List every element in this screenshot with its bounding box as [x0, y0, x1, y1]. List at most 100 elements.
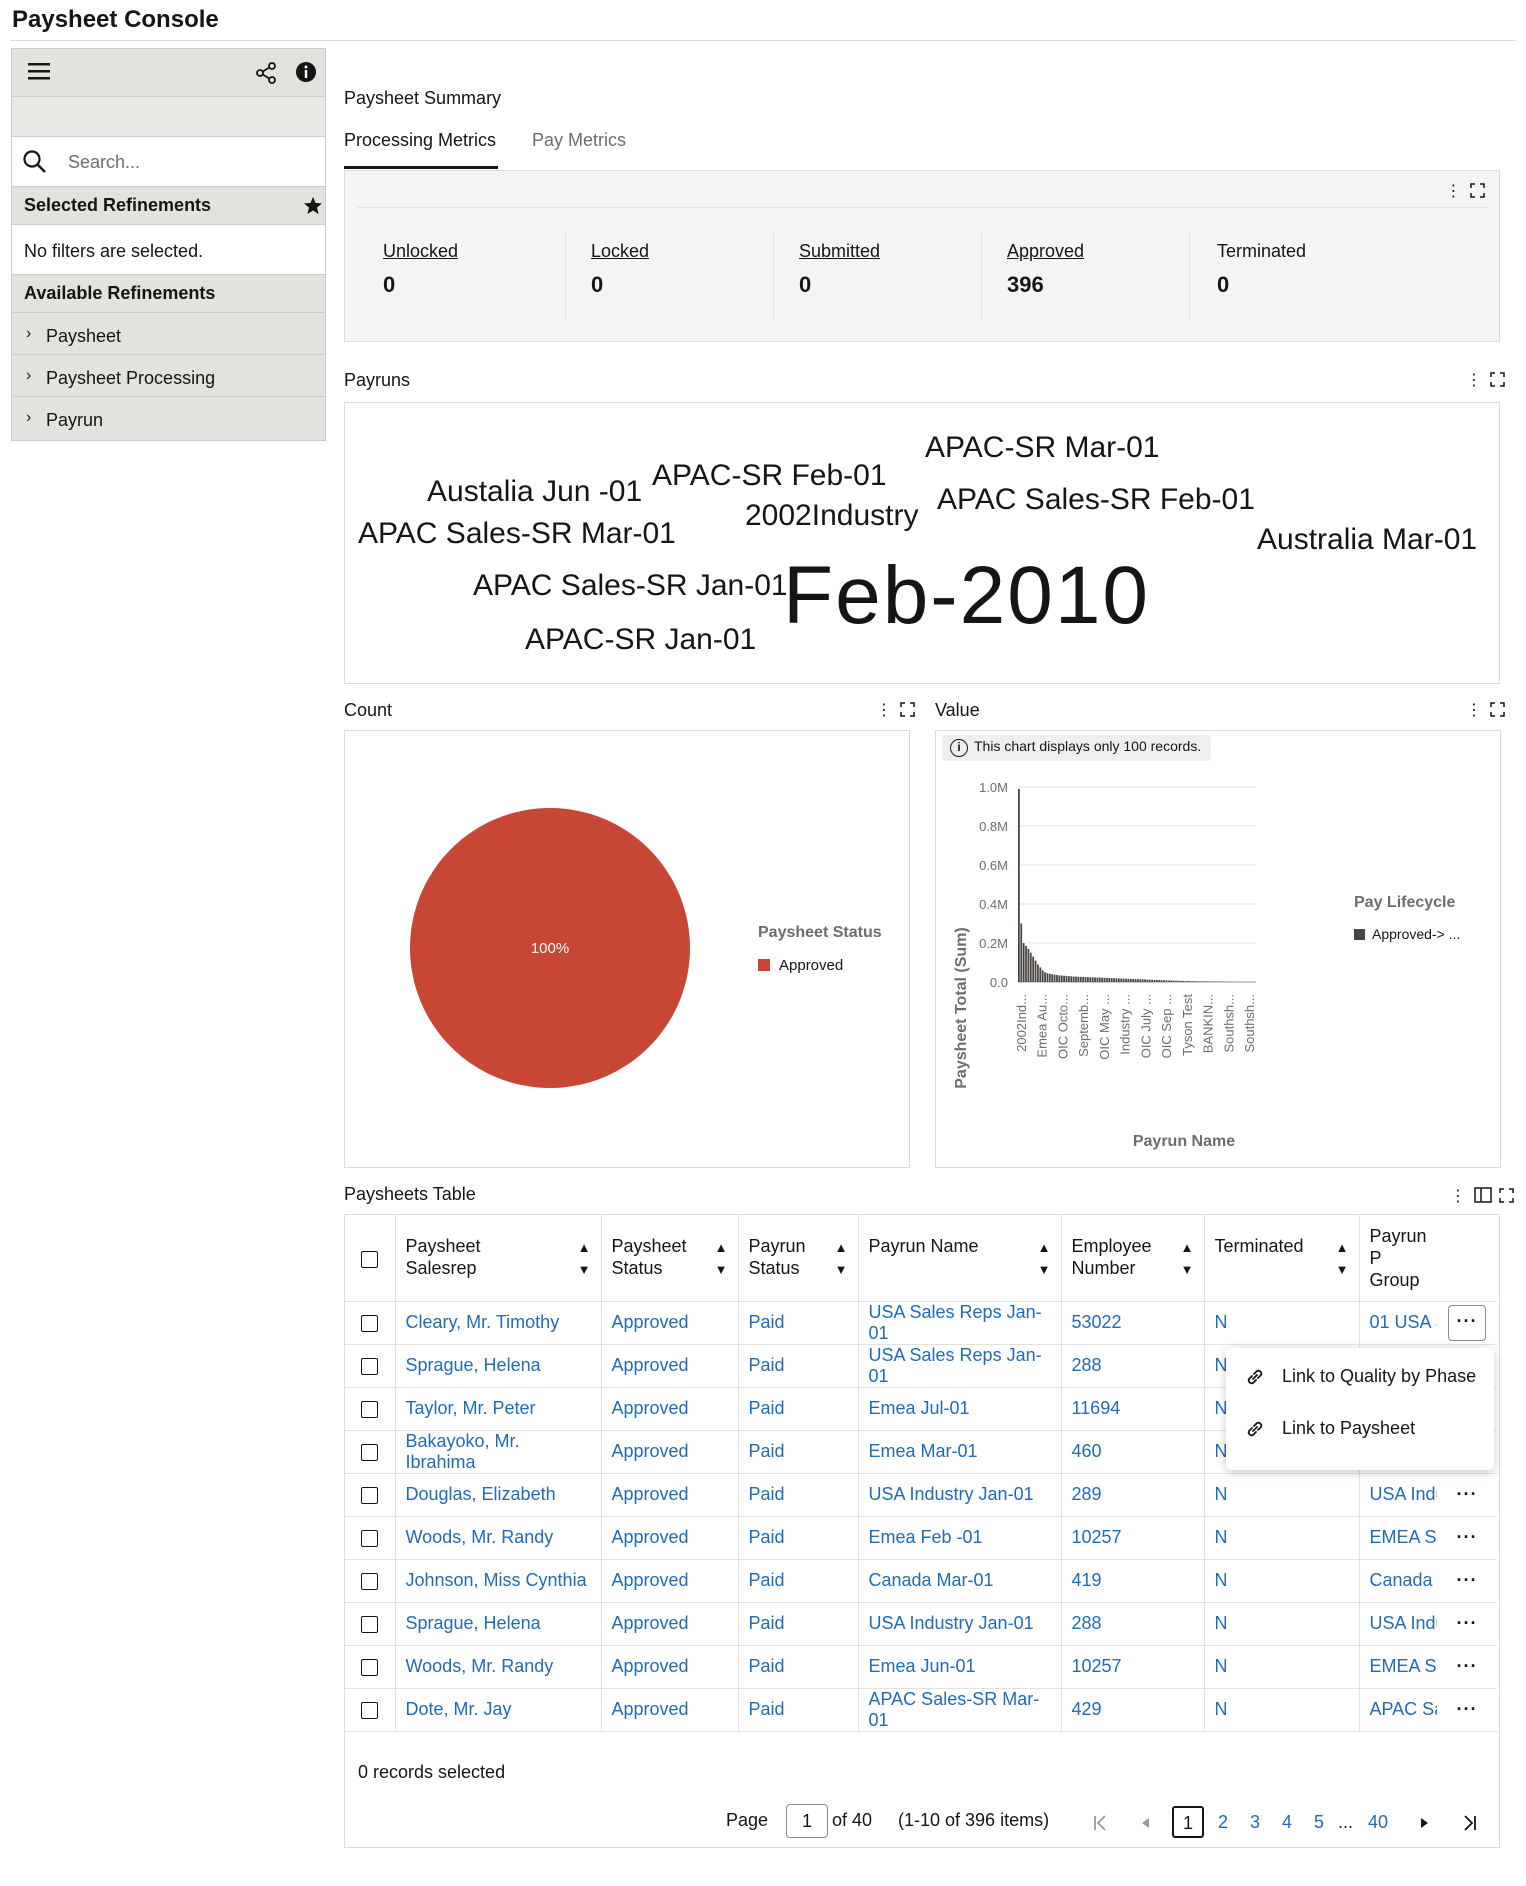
table-row[interactable]: Johnson, Miss Cynthia Approved Paid Canada …: [345, 1559, 1497, 1603]
row-checkbox[interactable]: [361, 1400, 378, 1418]
count-actions[interactable]: ⋮: [876, 700, 916, 720]
info-icon[interactable]: [295, 61, 317, 83]
cell-status[interactable]: Approved: [601, 1430, 739, 1474]
bar[interactable]: [1196, 981, 1199, 982]
bar[interactable]: [1079, 976, 1082, 982]
cell-salesrep[interactable]: Sprague, Helena: [395, 1344, 602, 1388]
word-cloud-item[interactable]: 2002Industry: [745, 499, 919, 532]
bar[interactable]: [1172, 980, 1175, 982]
sort-icon[interactable]: ▲ ▼: [1180, 1239, 1194, 1277]
cell-status[interactable]: Approved: [601, 1387, 739, 1431]
bar[interactable]: [1146, 979, 1149, 982]
bar[interactable]: [1144, 979, 1146, 982]
bar[interactable]: [1048, 973, 1051, 982]
bar[interactable]: [1020, 923, 1023, 983]
bar[interactable]: [1101, 977, 1104, 982]
bar[interactable]: [1084, 977, 1087, 982]
page-1-current[interactable]: 1: [1172, 1806, 1204, 1838]
share-icon[interactable]: [254, 61, 278, 85]
more-vertical-icon[interactable]: ⋮: [1450, 1188, 1468, 1205]
last-page-icon[interactable]: [1460, 1814, 1478, 1832]
cell-status[interactable]: Approved: [601, 1516, 739, 1560]
cell-payrun-status[interactable]: Paid: [738, 1473, 859, 1517]
menu-link-quality-by-phase[interactable]: Link to Quality by Phase: [1282, 1366, 1477, 1386]
cell-employee[interactable]: 289: [1061, 1473, 1205, 1517]
cell-payrun-name[interactable]: APAC Sales-SR Mar-01: [858, 1688, 1062, 1732]
table-row[interactable]: Woods, Mr. Randy Approved Paid Emea Feb -01…: [345, 1516, 1497, 1560]
bar[interactable]: [1113, 978, 1115, 982]
bar[interactable]: [1127, 978, 1130, 982]
column-header-payrun-group[interactable]: Payrun P Group: [1359, 1215, 1437, 1302]
cell-payrun-name[interactable]: Emea Jun-01: [858, 1645, 1062, 1689]
cell-salesrep[interactable]: Woods, Mr. Randy: [395, 1516, 602, 1560]
page-number-input[interactable]: 1: [786, 1804, 828, 1838]
bar[interactable]: [1106, 977, 1108, 982]
bar[interactable]: [1063, 975, 1065, 982]
select-all-checkbox[interactable]: [361, 1250, 378, 1268]
bar[interactable]: [1170, 980, 1173, 982]
cell-employee[interactable]: 11694: [1061, 1387, 1205, 1431]
bar[interactable]: [1091, 977, 1094, 982]
cell-salesrep[interactable]: Sprague, Helena: [395, 1602, 602, 1646]
menu-link-paysheet[interactable]: Link to Paysheet: [1282, 1418, 1416, 1438]
row-actions-button[interactable]: ···: [1448, 1304, 1486, 1341]
cell-employee[interactable]: 460: [1061, 1430, 1205, 1474]
row-checkbox[interactable]: [361, 1486, 378, 1504]
bar[interactable]: [1153, 979, 1156, 982]
cell-payrun-name[interactable]: Emea Feb -01: [858, 1516, 1062, 1560]
refinement-paysheet[interactable]: › Paysheet: [12, 313, 325, 355]
column-header-status[interactable]: ▲ ▼ Paysheet Status: [601, 1215, 739, 1302]
refinement-payrun[interactable]: › Payrun: [12, 397, 325, 439]
column-header-payrun-status[interactable]: ▲ ▼ Payrun Status: [738, 1215, 859, 1302]
cell-payrun-name[interactable]: Emea Mar-01: [858, 1430, 1062, 1474]
cell-payrun-status[interactable]: Paid: [738, 1430, 859, 1474]
bar[interactable]: [1160, 980, 1163, 982]
cell-payrun-name[interactable]: USA Industry Jan-01: [858, 1473, 1062, 1517]
bar[interactable]: [1065, 975, 1068, 982]
cell-payrun-name[interactable]: Emea Jul-01: [858, 1387, 1062, 1431]
expand-icon[interactable]: [900, 702, 916, 717]
bar[interactable]: [1077, 976, 1080, 982]
bar[interactable]: [1151, 979, 1154, 982]
pie-slice-approved[interactable]: [410, 808, 690, 1088]
row-checkbox[interactable]: [361, 1357, 378, 1375]
previous-page-icon[interactable]: [1138, 1816, 1152, 1830]
word-cloud-item[interactable]: Feb-2010: [783, 550, 1151, 641]
bar[interactable]: [1175, 980, 1177, 982]
cell-employee[interactable]: 419: [1061, 1559, 1205, 1603]
bar[interactable]: [1139, 979, 1142, 982]
bar[interactable]: [1206, 981, 1208, 982]
cell-salesrep[interactable]: Dote, Mr. Jay: [395, 1688, 602, 1732]
bar[interactable]: [1210, 981, 1213, 982]
cell-status[interactable]: Approved: [601, 1344, 739, 1388]
bar[interactable]: [1203, 981, 1206, 982]
page-5-link[interactable]: 5: [1314, 1812, 1325, 1832]
bar[interactable]: [1027, 948, 1030, 982]
word-cloud-item[interactable]: APAC-SR Feb-01: [652, 459, 887, 492]
bar[interactable]: [1032, 956, 1035, 982]
metric-label[interactable]: Locked: [591, 241, 650, 261]
row-actions-button[interactable]: ···: [1456, 1656, 1478, 1676]
bar[interactable]: [1156, 979, 1158, 982]
bar[interactable]: [1096, 977, 1099, 982]
cell-payrun-status[interactable]: Paid: [738, 1344, 859, 1388]
bar[interactable]: [1141, 979, 1144, 982]
row-checkbox[interactable]: [361, 1701, 378, 1719]
bar[interactable]: [1186, 981, 1189, 982]
cell-payrun-status[interactable]: Paid: [738, 1602, 859, 1646]
cell-salesrep[interactable]: Taylor, Mr. Peter: [395, 1387, 602, 1431]
tab-pay-metrics[interactable]: Pay Metrics: [532, 130, 627, 150]
table-row[interactable]: Sprague, Helena Approved Paid USA Industry …: [345, 1602, 1497, 1646]
pie-legend-label[interactable]: Approved: [779, 957, 843, 974]
bar[interactable]: [1022, 943, 1025, 982]
bar[interactable]: [1189, 981, 1192, 982]
row-actions-button[interactable]: ···: [1456, 1484, 1478, 1504]
cell-employee[interactable]: 429: [1061, 1688, 1205, 1732]
bar[interactable]: [1098, 977, 1101, 982]
bar[interactable]: [1115, 978, 1118, 982]
page-3-link[interactable]: 3: [1250, 1812, 1261, 1832]
bar[interactable]: [1158, 980, 1161, 982]
bar[interactable]: [1051, 974, 1054, 982]
metric-locked[interactable]: Locked 0: [591, 241, 649, 298]
row-checkbox[interactable]: [361, 1443, 378, 1461]
